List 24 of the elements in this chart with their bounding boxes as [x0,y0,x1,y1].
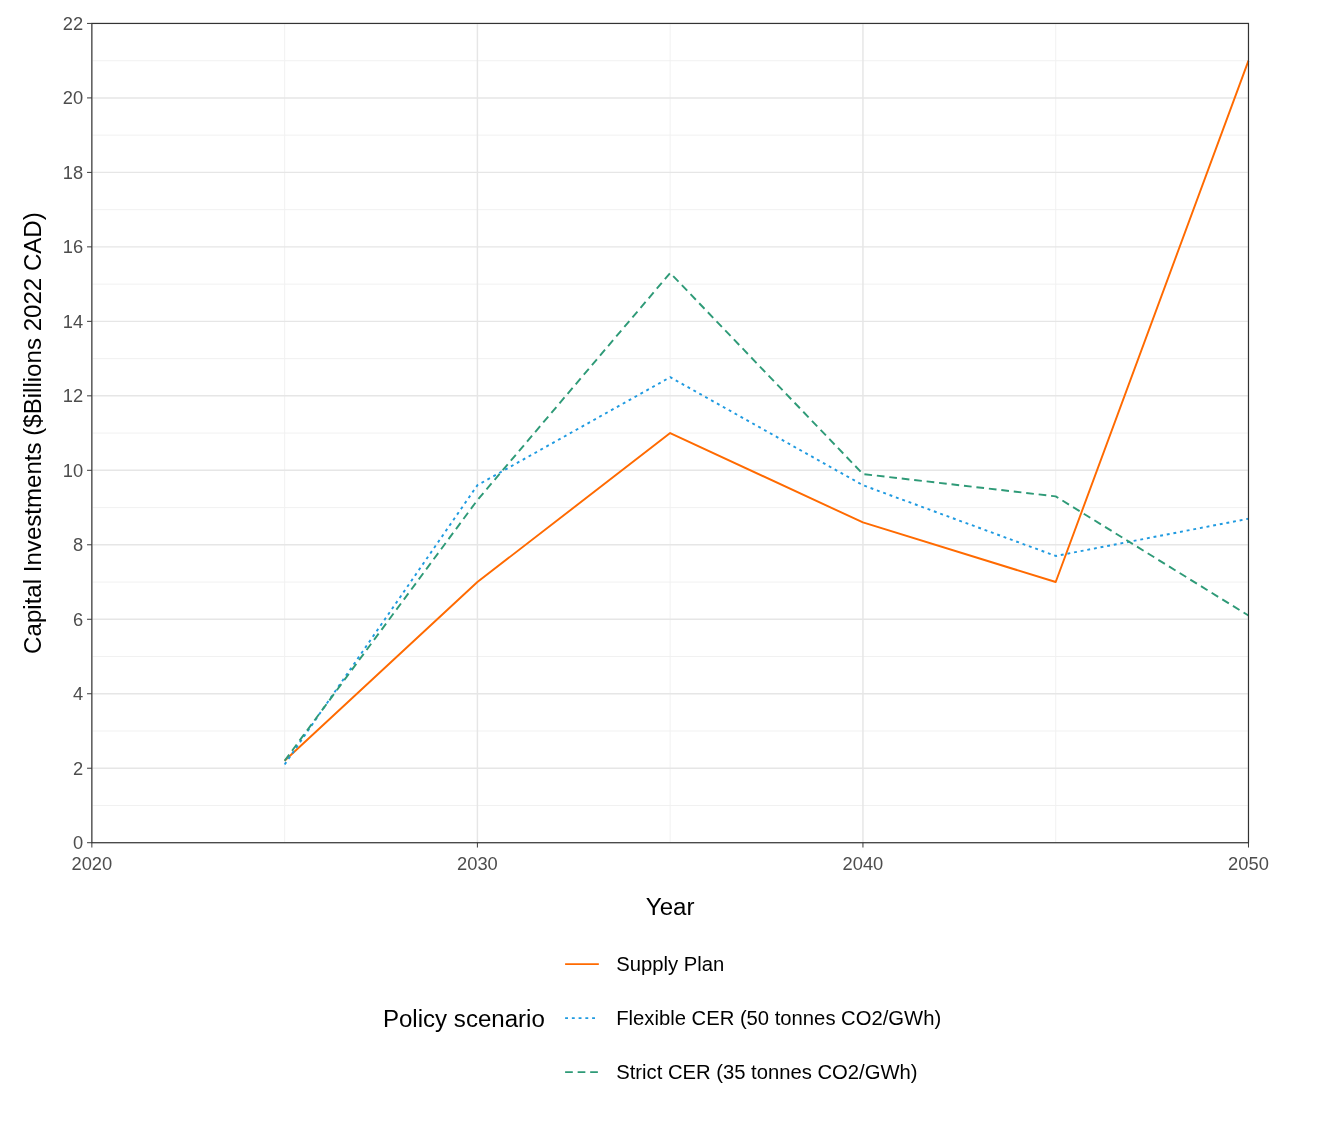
y-tick-label: 0 [72,832,84,854]
line-series [283,376,1250,766]
y-axis-title: Capital Investments ($Billions 2022 CAD) [18,212,46,654]
legend-label: Strict CER (35 tonnes CO2/GWh) [616,1061,918,1084]
y-tick-label: 8 [72,534,84,556]
x-axis-title: Year [645,893,695,920]
x-tick-label: 2020 [71,852,113,874]
y-tick-label: 12 [62,385,84,407]
line-series [283,271,1250,762]
y-tick-label: 10 [62,459,84,481]
y-tick-label: 16 [62,236,84,258]
y-tick-label: 2 [72,757,84,779]
y-tick-label: 22 [62,12,84,34]
y-tick-label: 6 [72,608,84,630]
y-tick-label: 4 [72,683,84,705]
y-tick-label: 14 [62,310,84,332]
y-tick-label: 20 [62,87,84,109]
y-tick-label: 18 [62,161,84,183]
x-tick-label: 2040 [842,852,884,874]
legend-title: Policy scenario [382,1004,545,1032]
legend-label: Supply Plan [616,953,725,976]
legend-label: Flexible CER (50 tonnes CO2/GWh) [616,1007,942,1030]
x-tick-label: 2050 [1228,852,1269,874]
x-tick-label: 2030 [457,852,498,874]
